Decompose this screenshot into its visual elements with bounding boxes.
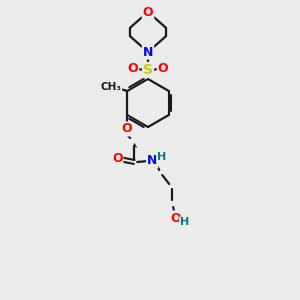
Text: N: N [143, 46, 153, 59]
Text: N: N [147, 154, 158, 167]
Text: O: O [158, 62, 168, 76]
Text: H: H [157, 152, 166, 162]
Text: H: H [180, 217, 189, 227]
Text: O: O [170, 212, 181, 224]
Text: CH₃: CH₃ [101, 82, 122, 92]
Text: O: O [112, 152, 122, 166]
Text: S: S [143, 63, 153, 77]
Text: O: O [143, 5, 153, 19]
Text: O: O [128, 62, 138, 76]
Text: O: O [121, 122, 131, 136]
